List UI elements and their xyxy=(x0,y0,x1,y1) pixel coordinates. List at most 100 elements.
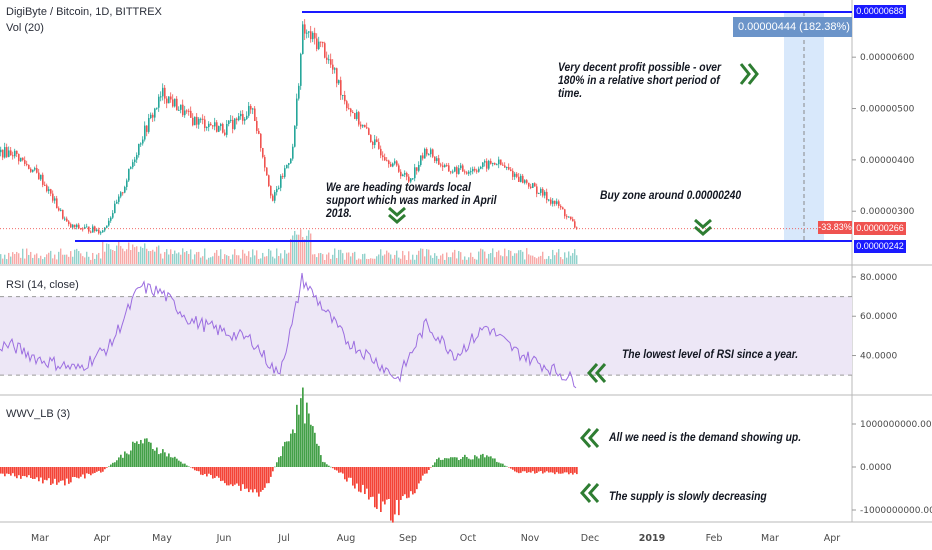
candle-body xyxy=(304,24,306,34)
wwv-bar xyxy=(520,467,522,473)
volume-bar xyxy=(288,252,290,264)
candle-body xyxy=(36,168,38,173)
wwv-bar xyxy=(78,467,80,479)
volume-bar xyxy=(70,251,72,264)
candle-body xyxy=(434,156,436,162)
wwv-panel[interactable] xyxy=(0,387,600,523)
wwv-bar xyxy=(506,466,508,467)
chevron-stroke xyxy=(694,218,712,229)
candle-body xyxy=(108,220,110,226)
candle-body xyxy=(256,121,258,131)
volume-bar xyxy=(536,258,538,264)
month-label: Dec xyxy=(581,533,599,544)
wwv-bar xyxy=(404,467,406,495)
chevron-right-icon xyxy=(739,63,759,85)
candle-body xyxy=(302,24,304,54)
volume-bar xyxy=(218,255,220,264)
candle-body xyxy=(350,108,352,113)
volume-bar xyxy=(356,259,358,264)
candle-body xyxy=(528,182,530,187)
candle-body xyxy=(70,224,72,228)
candle-body xyxy=(352,112,354,114)
wwv-bar xyxy=(460,458,462,467)
candle-body xyxy=(454,167,456,172)
wwv-bar xyxy=(440,459,442,467)
candle-body xyxy=(420,155,422,165)
wwv-bar xyxy=(574,467,576,473)
candle-body xyxy=(62,209,64,219)
volume-bar xyxy=(142,247,144,264)
rsi-panel[interactable] xyxy=(0,272,852,389)
wwv-bar xyxy=(192,467,194,469)
volume-bar xyxy=(50,250,52,264)
price-panel[interactable] xyxy=(0,11,852,264)
wwv-bar xyxy=(394,467,396,515)
candle-body xyxy=(410,178,412,182)
candle-body xyxy=(572,219,574,222)
volume-bar xyxy=(570,255,572,264)
wwv-bar xyxy=(244,467,246,489)
wwv-bar xyxy=(40,467,42,478)
candle-body xyxy=(558,201,560,206)
candle-body xyxy=(190,110,192,118)
wwv-bar xyxy=(530,467,532,473)
volume-bar xyxy=(106,243,108,264)
wwv-bar xyxy=(256,467,258,493)
candle-body xyxy=(354,113,356,119)
volume-bar xyxy=(500,255,502,264)
candle-body xyxy=(288,163,290,165)
volume-bar xyxy=(8,252,10,264)
candle-body xyxy=(382,155,384,158)
wwv-bar xyxy=(166,456,168,467)
volume-bar xyxy=(146,248,148,264)
volume-bar xyxy=(52,258,54,264)
volume-bar xyxy=(184,252,186,264)
volume-bar xyxy=(382,255,384,264)
candle-body xyxy=(362,124,364,127)
volume-bar xyxy=(568,251,570,264)
candle-body xyxy=(206,127,208,129)
candle-body xyxy=(408,176,410,182)
volume-bar xyxy=(434,253,436,264)
volume-bar xyxy=(144,243,146,264)
volume-bar xyxy=(342,253,344,264)
volume-bar xyxy=(40,255,42,264)
volume-bar xyxy=(420,248,422,264)
candle-body xyxy=(460,165,462,169)
candle-body xyxy=(248,105,250,116)
wwv-bar xyxy=(266,467,268,484)
candle-body xyxy=(150,114,152,119)
wwv-bar xyxy=(120,454,122,467)
volume-bar xyxy=(238,255,240,264)
volume-bar xyxy=(404,255,406,264)
wwv-bar xyxy=(298,414,300,467)
wwv-bar xyxy=(414,467,416,494)
wwv-bar xyxy=(90,467,92,476)
candle-body xyxy=(464,171,466,173)
candle-body xyxy=(456,167,458,174)
candle-body xyxy=(66,218,68,222)
candle-body xyxy=(550,199,552,204)
wwv-bar xyxy=(214,467,216,478)
volume-bar xyxy=(188,253,190,264)
candle-body xyxy=(46,185,48,192)
wwv-bar xyxy=(24,467,26,477)
candle-body xyxy=(418,164,420,171)
wwv-bar xyxy=(26,467,28,478)
candle-body xyxy=(58,208,60,211)
candle-body xyxy=(4,147,6,158)
volume-bar xyxy=(494,257,496,264)
wwv-tick-label: 0.0000 xyxy=(860,463,892,473)
volume-bar xyxy=(32,257,34,264)
candle-body xyxy=(222,124,224,133)
volume-bar xyxy=(196,252,198,264)
volume-bar xyxy=(36,253,38,264)
volume-bar xyxy=(400,258,402,264)
candle-body xyxy=(216,122,218,132)
volume-bar xyxy=(62,254,64,264)
volume-bar xyxy=(114,251,116,264)
volume-bar xyxy=(312,254,314,264)
volume-bar xyxy=(564,252,566,264)
chevron-left-icon xyxy=(586,363,607,383)
